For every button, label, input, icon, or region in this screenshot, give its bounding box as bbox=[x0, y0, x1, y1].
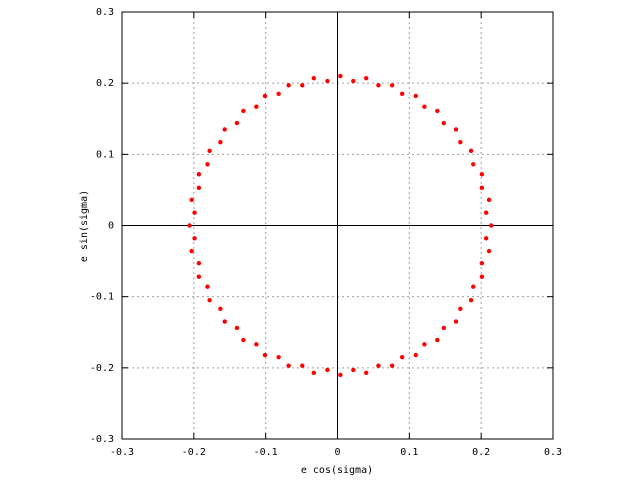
y-tick-label: 0 bbox=[108, 221, 114, 232]
x-tick-label: 0 bbox=[334, 447, 340, 458]
point bbox=[276, 354, 281, 360]
point bbox=[468, 148, 474, 153]
point bbox=[189, 248, 194, 254]
point bbox=[422, 342, 427, 347]
point bbox=[486, 248, 492, 254]
point bbox=[441, 325, 447, 331]
point bbox=[338, 372, 343, 378]
point bbox=[471, 162, 476, 167]
point bbox=[376, 83, 381, 88]
y-tick-label: 0.2 bbox=[96, 78, 114, 89]
point bbox=[254, 342, 259, 347]
x-tick-label: -0.3 bbox=[110, 447, 134, 458]
point bbox=[234, 325, 240, 331]
point bbox=[276, 91, 281, 97]
point bbox=[311, 75, 316, 81]
point bbox=[479, 274, 485, 279]
point bbox=[468, 298, 474, 303]
point bbox=[413, 352, 418, 358]
point bbox=[254, 104, 259, 109]
point bbox=[471, 284, 476, 289]
point bbox=[486, 197, 492, 203]
x-tick-label: -0.2 bbox=[182, 447, 206, 458]
point bbox=[207, 148, 212, 153]
point bbox=[435, 108, 440, 114]
y-tick-label: -0.2 bbox=[90, 363, 114, 374]
point bbox=[453, 127, 459, 132]
point bbox=[376, 363, 381, 368]
point bbox=[422, 104, 427, 109]
point bbox=[479, 185, 485, 190]
y-tick-label: 0.3 bbox=[96, 7, 114, 18]
point bbox=[453, 319, 459, 324]
y-tick-label: -0.1 bbox=[90, 292, 114, 303]
point bbox=[311, 370, 316, 376]
point bbox=[351, 78, 356, 84]
point bbox=[262, 352, 268, 358]
point bbox=[483, 236, 489, 241]
point bbox=[192, 236, 197, 241]
point bbox=[286, 83, 291, 88]
point bbox=[196, 274, 202, 279]
y-tick-label: -0.3 bbox=[90, 434, 114, 445]
point bbox=[218, 140, 223, 145]
point bbox=[192, 210, 197, 215]
point bbox=[241, 108, 246, 114]
point bbox=[196, 261, 202, 266]
point bbox=[241, 337, 246, 343]
point bbox=[189, 197, 194, 203]
x-tick-label: 0.2 bbox=[472, 447, 490, 458]
y-tick-label: 0.1 bbox=[96, 149, 114, 160]
point bbox=[351, 367, 356, 373]
point bbox=[489, 223, 494, 228]
point bbox=[222, 319, 227, 324]
point bbox=[196, 172, 202, 177]
point bbox=[300, 83, 305, 88]
point bbox=[286, 363, 291, 368]
point bbox=[441, 120, 447, 126]
x-axis-label: e cos(sigma) bbox=[301, 465, 373, 476]
point bbox=[364, 75, 369, 81]
point bbox=[483, 210, 489, 215]
point bbox=[389, 83, 395, 88]
point bbox=[479, 261, 485, 266]
plot-frame bbox=[121, 11, 554, 440]
point bbox=[205, 162, 210, 167]
point bbox=[399, 354, 405, 360]
point bbox=[399, 91, 405, 97]
point bbox=[205, 284, 210, 289]
point bbox=[413, 93, 418, 99]
point bbox=[218, 306, 223, 311]
point bbox=[187, 223, 192, 228]
point bbox=[364, 370, 369, 376]
point bbox=[325, 367, 330, 373]
point bbox=[389, 363, 395, 368]
y-axis-label: e sin(sigma) bbox=[79, 190, 90, 262]
point bbox=[479, 172, 485, 177]
point bbox=[234, 120, 240, 126]
point bbox=[338, 73, 343, 79]
point bbox=[222, 127, 227, 132]
point bbox=[300, 363, 305, 368]
point bbox=[325, 78, 330, 84]
x-tick-label: 0.3 bbox=[544, 447, 562, 458]
x-tick-label: -0.1 bbox=[254, 447, 278, 458]
x-tick-label: 0.1 bbox=[400, 447, 418, 458]
point bbox=[458, 306, 463, 311]
point bbox=[435, 337, 440, 343]
point bbox=[458, 140, 463, 145]
point bbox=[262, 93, 268, 99]
point bbox=[207, 298, 212, 303]
point bbox=[196, 185, 202, 190]
